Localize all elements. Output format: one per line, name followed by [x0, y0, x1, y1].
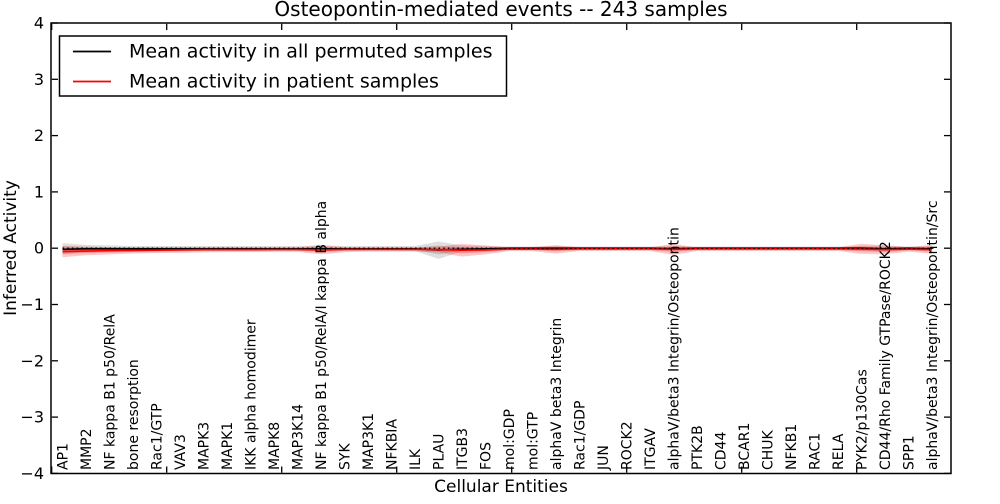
x-category-label: ILK	[408, 448, 424, 470]
y-axis-label: Inferred Activity	[1, 180, 21, 316]
chart-title: Osteopontin-mediated events -- 243 sampl…	[274, 0, 727, 21]
x-category-label: MAPK8	[267, 422, 283, 470]
legend-label-permuted: Mean activity in all permuted samples	[129, 41, 492, 63]
y-tick-label: 0	[34, 239, 44, 258]
x-category-label: NF kappa B1 p50/RelA/I kappa B alpha	[314, 201, 330, 470]
x-category-label: IKK alpha homodimer	[244, 319, 260, 470]
x-category-label: bone resorption	[126, 359, 142, 470]
y-tick-label: 2	[34, 126, 44, 145]
x-category-label: SPP1	[902, 435, 918, 470]
x-category-label: mol:GDP	[502, 409, 518, 470]
x-category-label: MAPK1	[220, 422, 236, 470]
x-category-label: alphaV beta3 Integrin	[549, 318, 565, 470]
band-patient	[62, 243, 932, 258]
x-category-label: alphaV/beta3 Integrin/Osteopontin/Src	[925, 200, 941, 470]
line-layer	[62, 247, 936, 253]
legend-label-patient: Mean activity in patient samples	[129, 71, 439, 93]
y-tick-label: −3	[20, 408, 44, 427]
x-category-label: MAP3K14	[291, 404, 307, 470]
x-category-label: PYK2/p130Cas	[855, 369, 871, 470]
x-category-label: MAPK3	[197, 422, 213, 470]
y-tick-label: 4	[34, 14, 44, 33]
x-category-label: JUN	[596, 445, 612, 471]
legend: Mean activity in all permuted samples Me…	[58, 35, 508, 97]
x-category-label: NFKB1	[784, 424, 800, 470]
x-category-label: MMP2	[79, 428, 95, 470]
x-category-label: BCAR1	[737, 423, 753, 470]
y-tick-label: −1	[20, 295, 44, 314]
x-category-label: PTK2B	[690, 425, 706, 470]
y-tick-label: −4	[20, 464, 44, 483]
axes-frame	[50, 22, 952, 475]
y-tick-label: 1	[34, 182, 44, 201]
x-category-label: NF kappa B1 p50/RelA	[103, 314, 119, 470]
y-tick-label: 3	[34, 70, 44, 89]
x-category-label: PLAU	[432, 434, 448, 470]
legend-box	[58, 35, 508, 97]
x-category-label: VAV3	[173, 434, 189, 470]
x-category-label: MAP3K1	[361, 413, 377, 470]
x-category-label: ROCK2	[620, 421, 636, 470]
tick-layer: 4 3 2 1 0 −1 −2 −3 −4	[20, 14, 951, 483]
x-category-label: Rac1/GTP	[150, 403, 166, 470]
x-category-label: CD44/Rho Family GTPase/ROCK2	[878, 241, 894, 470]
x-category-label: ITGAV	[643, 428, 659, 470]
x-category-label: RELA	[831, 433, 847, 470]
x-category-label: CHUK	[761, 429, 777, 470]
x-category-label: SYK	[338, 443, 354, 470]
x-category-label: FOS	[479, 442, 495, 470]
x-category-label: RAC1	[808, 433, 824, 470]
x-category-label: mol:GTP	[526, 412, 542, 470]
x-axis-label: Cellular Entities	[434, 477, 568, 497]
x-category-label: NFKBIA	[385, 419, 401, 470]
x-category-label: Rac1/GDP	[573, 401, 589, 470]
y-tick-label: −2	[20, 351, 44, 370]
x-category-label: CD44	[714, 432, 730, 470]
x-category-label: ITGB3	[455, 428, 471, 470]
x-category-label: AP1	[56, 443, 72, 470]
x-category-label: alphaV/beta3 Integrin/Osteopontin	[667, 227, 683, 470]
x-category-label-layer: AP1 MMP2 NF kappa B1 p50/RelA bone resorpti…	[56, 200, 942, 471]
